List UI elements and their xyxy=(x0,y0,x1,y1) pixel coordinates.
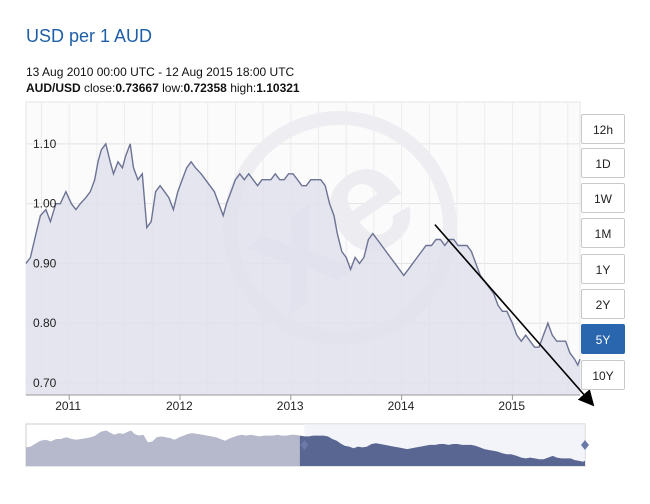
x-axis: 2011 2012 2013 2014 2015 xyxy=(26,394,580,413)
range-button-1w[interactable]: 1W xyxy=(581,183,625,213)
range-button-2y[interactable]: 2Y xyxy=(581,289,625,319)
annotations xyxy=(434,224,595,407)
close-label: close: xyxy=(84,81,116,95)
low-label: low: xyxy=(162,81,184,95)
x-tick-label: 2014 xyxy=(388,399,415,413)
pair-label: AUD/USD xyxy=(26,81,81,95)
y-tick-label: 0.70 xyxy=(33,376,57,390)
x-tick-label: 2013 xyxy=(277,399,304,413)
range-button-1y[interactable]: 1Y xyxy=(581,254,625,284)
high-value: 1.10321 xyxy=(256,81,300,95)
high-label: high: xyxy=(230,81,257,95)
navigator-handle-left xyxy=(300,440,309,450)
range-button-1d[interactable]: 1D xyxy=(581,148,625,178)
x-tick-label: 2012 xyxy=(166,399,193,413)
series-area xyxy=(26,143,580,395)
navigator-unselected-area xyxy=(26,430,305,466)
navigator-selected-area xyxy=(299,435,585,466)
low-value: 0.72358 xyxy=(183,81,227,95)
y-axis: 1.10 1.00 0.90 0.80 0.70 xyxy=(33,137,57,390)
y-tick-label: 1.00 xyxy=(33,197,57,211)
range-button-12h[interactable]: 12h xyxy=(581,114,625,144)
chart-title: USD per 1 AUD xyxy=(26,26,153,46)
y-tick-label: 1.10 xyxy=(33,137,57,151)
price-stats: AUD/USD close:0.73667 low:0.72358 high:1… xyxy=(26,81,300,95)
range-navigator[interactable] xyxy=(25,423,589,467)
range-button-1m[interactable]: 1M xyxy=(581,218,625,248)
range-button-10y[interactable]: 10Y xyxy=(581,360,625,390)
y-tick-label: 0.80 xyxy=(33,316,57,330)
navigator-handle-right xyxy=(581,440,589,450)
range-button-5y[interactable]: 5Y xyxy=(581,324,625,354)
y-tick-label: 0.90 xyxy=(33,256,57,270)
x-tick-label: 2011 xyxy=(55,399,81,413)
x-tick-label: 2015 xyxy=(498,399,525,413)
date-range: 13 Aug 2010 00:00 UTC - 12 Aug 2015 18:0… xyxy=(26,65,295,79)
trend-arrow xyxy=(434,224,595,407)
close-value: 0.73667 xyxy=(115,81,159,95)
